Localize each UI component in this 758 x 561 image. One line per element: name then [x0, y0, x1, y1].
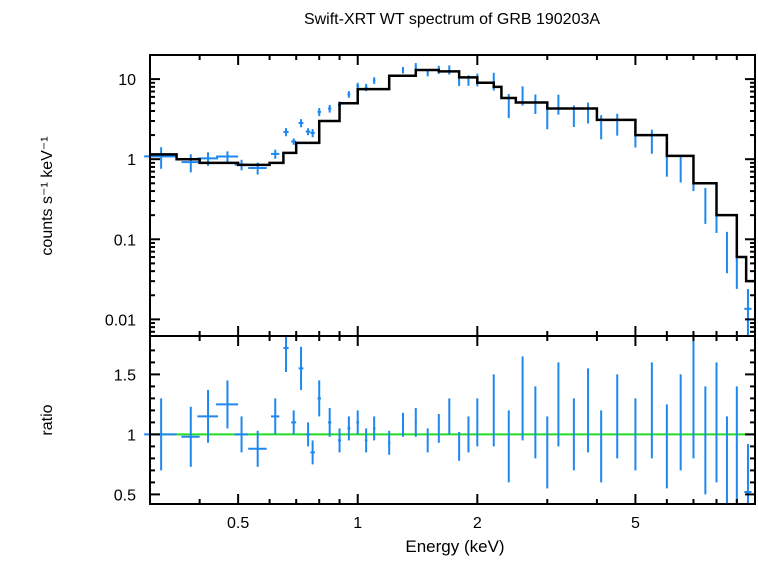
ratio-tick-label: 1.5	[114, 367, 136, 384]
ratio-tick-label: 0.5	[114, 487, 136, 504]
y-tick-label: 10	[118, 72, 136, 89]
x-axis-label: Energy (keV)	[405, 537, 504, 556]
x-tick-label: 1	[353, 515, 362, 532]
top-y-axis-label: counts s⁻¹ keV⁻¹	[39, 136, 56, 255]
x-tick-label: 2	[473, 515, 482, 532]
model-line	[150, 68, 755, 283]
x-tick-label: 0.5	[227, 515, 249, 532]
bottom-y-axis-label: ratio	[39, 404, 56, 435]
ratio-tick-label: 1	[127, 427, 136, 444]
x-tick-label: 5	[631, 515, 640, 532]
top-panel-frame	[149, 54, 756, 337]
y-tick-label: 0.01	[105, 312, 136, 329]
y-tick-label: 1	[127, 152, 136, 169]
y-tick-label: 0.1	[114, 232, 136, 249]
bottom-panel-frame	[149, 335, 756, 505]
chart-title: Swift-XRT WT spectrum of GRB 190203A	[304, 11, 600, 28]
